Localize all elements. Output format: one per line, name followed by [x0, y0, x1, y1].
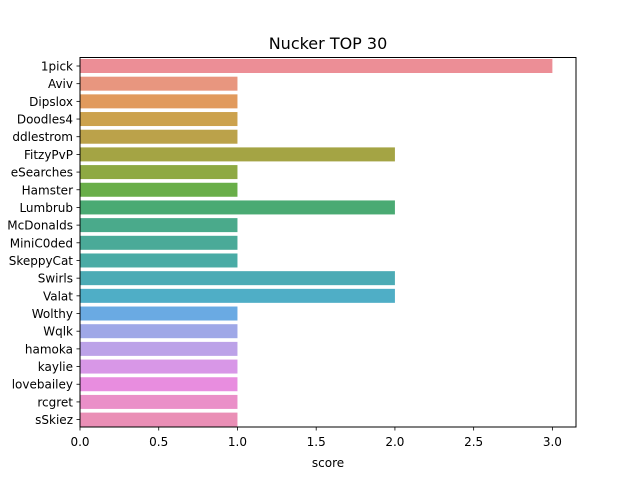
bar	[80, 59, 553, 73]
y-tick-label: FitzyPvP	[24, 148, 73, 162]
y-tick-label: Doodles4	[17, 113, 73, 127]
chart-title: Nucker TOP 30	[269, 34, 388, 53]
bar	[80, 147, 395, 162]
bar	[80, 394, 238, 409]
bar	[80, 359, 238, 374]
bars-group	[80, 59, 553, 427]
y-tick-label: rcgret	[37, 395, 73, 409]
bar	[80, 94, 238, 109]
y-tick-label: hamoka	[25, 342, 73, 356]
bar	[80, 288, 395, 303]
y-tick-label: 1pick	[41, 60, 73, 74]
y-tick-label: Valat	[43, 289, 73, 303]
bar	[80, 218, 238, 233]
bar	[80, 306, 238, 321]
y-tick-label: Dipslox	[29, 95, 73, 109]
x-tick-label: 2.0	[385, 435, 404, 449]
bar	[80, 165, 238, 180]
bar	[80, 200, 395, 215]
bar	[80, 112, 238, 127]
bar	[80, 271, 395, 286]
y-tick-label: sSkiez	[35, 413, 73, 427]
bar	[80, 341, 238, 356]
bar	[80, 377, 238, 392]
y-tick-label: SkeppyCat	[9, 254, 74, 268]
x-tick-label: 0.5	[149, 435, 168, 449]
plot-frame	[79, 57, 577, 428]
x-axis-label: score	[312, 456, 344, 470]
x-tick-label: 0.0	[70, 435, 89, 449]
bar	[80, 76, 238, 91]
y-tick-label: eSearches	[11, 166, 73, 180]
y-tick-label: Hamster	[22, 183, 73, 197]
y-tick-label: Aviv	[48, 77, 73, 91]
y-tick-label: ddlestrom	[12, 130, 73, 144]
bar	[80, 324, 238, 339]
bar	[80, 182, 238, 197]
y-tick-label: Wolthy	[32, 307, 73, 321]
y-tick-label: MiniC0ded	[10, 236, 73, 250]
x-tick-label: 3.0	[543, 435, 562, 449]
x-tick-label: 1.0	[228, 435, 247, 449]
y-tick-label: kaylie	[38, 360, 73, 374]
y-axis-ticks: 1pick Aviv Dipslox Doodles4 ddlestrom FitzyPv…	[7, 60, 80, 427]
y-tick-label: McDonalds	[7, 219, 73, 233]
bar	[80, 412, 238, 427]
x-tick-label: 2.5	[464, 435, 483, 449]
y-tick-label: Wqlk	[43, 325, 73, 339]
bar	[80, 253, 238, 268]
y-tick-label: Lumbrub	[19, 201, 73, 215]
bar	[80, 235, 238, 250]
y-tick-label: Swirls	[38, 272, 73, 286]
bar	[80, 129, 238, 144]
x-axis-ticks: 0.0 0.5 1.0 1.5 2.0 2.5 3.0	[70, 427, 562, 449]
y-tick-label: lovebailey	[12, 378, 73, 392]
x-tick-label: 1.5	[307, 435, 326, 449]
